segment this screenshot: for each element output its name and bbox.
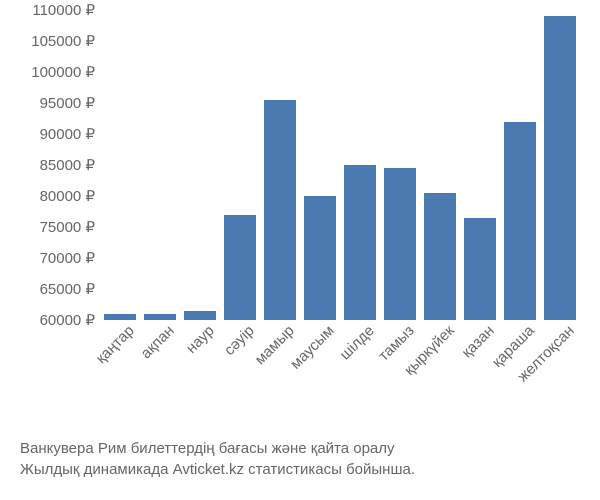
y-tick-label: 105000 ₽ xyxy=(0,32,95,50)
y-tick-label: 100000 ₽ xyxy=(0,63,95,81)
bar xyxy=(544,16,575,320)
bars-group xyxy=(100,10,580,320)
bar xyxy=(224,215,255,320)
caption-line1: Ванкувера Рим билеттердің бағасы және қа… xyxy=(20,438,580,459)
y-tick-label: 80000 ₽ xyxy=(0,187,95,205)
y-tick-label: 85000 ₽ xyxy=(0,156,95,174)
y-tick-label: 90000 ₽ xyxy=(0,125,95,143)
bar xyxy=(464,218,495,320)
bar xyxy=(344,165,375,320)
bar xyxy=(264,100,295,320)
x-axis-labels: қаңтарақпаннаурсәуірмамырмаусымшілдетамы… xyxy=(100,325,580,445)
y-tick-label: 95000 ₽ xyxy=(0,94,95,112)
y-tick-label: 60000 ₽ xyxy=(0,311,95,329)
y-tick-label: 75000 ₽ xyxy=(0,218,95,236)
bar xyxy=(504,122,535,320)
chart-container: 60000 ₽ 65000 ₽ 70000 ₽ 75000 ₽ 80000 ₽ 85000… xyxy=(0,0,600,500)
plot-area xyxy=(100,10,580,320)
bar xyxy=(304,196,335,320)
bar xyxy=(184,311,215,320)
bar xyxy=(104,314,135,320)
y-tick-label: 70000 ₽ xyxy=(0,249,95,267)
y-tick-label: 65000 ₽ xyxy=(0,280,95,298)
caption-line2: Жылдық динамикада Avticket.kz статистика… xyxy=(20,459,580,480)
y-axis: 60000 ₽65000 ₽70000 ₽75000 ₽80000 ₽85000… xyxy=(0,10,95,320)
bar xyxy=(424,193,455,320)
bar xyxy=(384,168,415,320)
caption: Ванкувера Рим билеттердің бағасы және қа… xyxy=(20,438,580,480)
bar xyxy=(144,314,175,320)
y-tick-label: 110000 ₽ xyxy=(0,1,95,19)
